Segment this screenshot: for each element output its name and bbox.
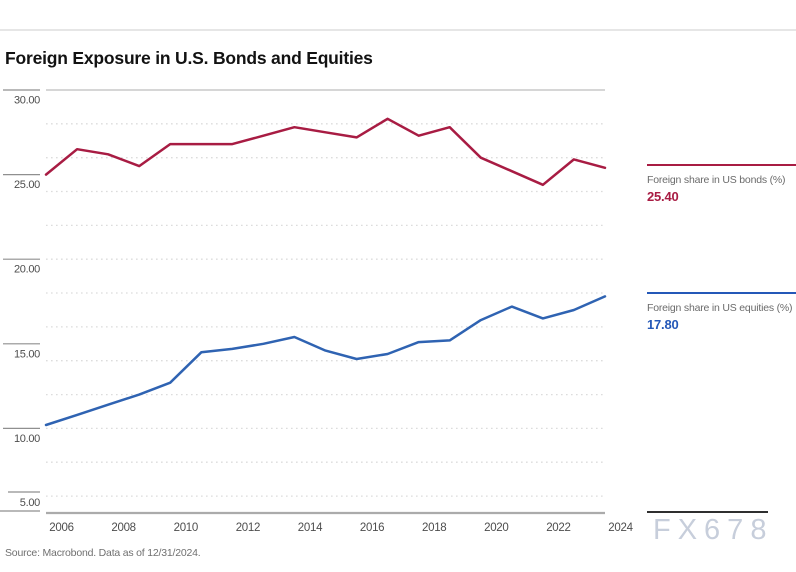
legend-equities: Foreign share in US equities (%) 17.80 xyxy=(647,292,796,332)
line-chart-canvas: 30.00 25.00 20.00 15.00 10.00 5.00 2006 2008 201… xyxy=(0,89,634,534)
equities-swatch-line xyxy=(647,292,796,294)
y-tick-label: 10.00 xyxy=(14,433,40,445)
source-note: Source: Macrobond. Data as of 12/31/2024… xyxy=(5,547,201,559)
bonds-legend-value: 25.40 xyxy=(647,189,679,204)
equities-legend-value: 17.80 xyxy=(647,317,679,332)
x-tick-label: 2006 xyxy=(49,522,73,534)
y-tick-label: 15.00 xyxy=(14,348,40,360)
bonds-swatch-line xyxy=(647,164,796,166)
x-tick-label: 2018 xyxy=(422,522,446,534)
x-tick-label: 2014 xyxy=(298,522,323,534)
x-tick-label: 2010 xyxy=(174,522,198,534)
watermark-divider xyxy=(647,511,768,513)
bonds-legend-label: Foreign share in US bonds (%) xyxy=(647,174,786,186)
y-tick-label: 25.00 xyxy=(14,179,40,191)
x-tick-label: 2022 xyxy=(546,522,570,534)
x-tick-label: 2020 xyxy=(484,522,508,534)
chart-title: Foreign Exposure in U.S. Bonds and Equit… xyxy=(5,48,373,68)
x-tick-label: 2016 xyxy=(360,522,384,534)
equities-legend-label: Foreign share in US equities (%) xyxy=(647,302,793,314)
y-tick-label: 30.00 xyxy=(14,95,40,107)
legend-bonds: Foreign share in US bonds (%) 25.40 xyxy=(647,164,796,204)
x-tick-label: 2024 xyxy=(608,522,633,534)
equities-series-line xyxy=(44,295,607,427)
x-tick-label: 2008 xyxy=(111,522,135,534)
bonds-series-line xyxy=(44,117,607,187)
x-tick-label: 2012 xyxy=(236,522,260,534)
watermark: FX678 xyxy=(653,514,774,546)
top-divider xyxy=(0,29,796,31)
y-tick-label: 5.00 xyxy=(20,497,40,509)
y-tick-label: 20.00 xyxy=(14,264,40,276)
